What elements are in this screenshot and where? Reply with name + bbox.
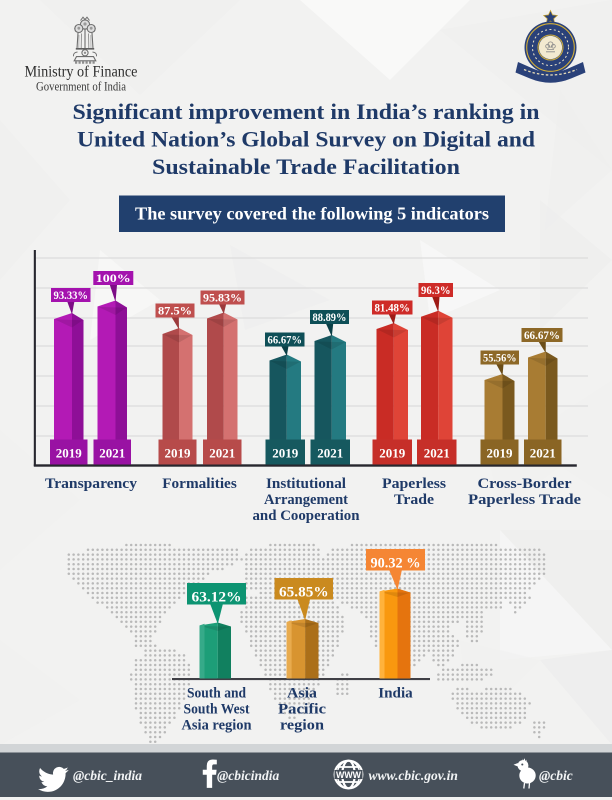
svg-text:2021: 2021	[424, 446, 450, 461]
svg-text:88.89%: 88.89%	[313, 312, 347, 324]
svg-text:2021: 2021	[209, 446, 235, 461]
svg-text:Ministry of Finance: Ministry of Finance	[25, 64, 138, 81]
svg-text:95.83%: 95.83%	[203, 292, 242, 304]
svg-text:65.85%: 65.85%	[279, 584, 329, 600]
svg-text:WWW: WWW	[336, 770, 362, 780]
svg-text:United Nation’s Global Survey: United Nation’s Global Survey on Digital…	[77, 127, 535, 152]
svg-text:90.32 %: 90.32 %	[371, 555, 421, 571]
svg-text:and Cooperation: and Cooperation	[253, 508, 361, 524]
svg-text:Paperless Trade: Paperless Trade	[468, 492, 581, 508]
svg-text:@cbic: @cbic	[539, 768, 573, 783]
svg-text:2019: 2019	[379, 446, 406, 461]
svg-text:Asia region: Asia region	[182, 718, 252, 734]
svg-text:www.cbic.gov.in: www.cbic.gov.in	[369, 768, 458, 783]
svg-text:93.33%: 93.33%	[54, 290, 89, 302]
svg-text:Government of India: Government of India	[36, 80, 126, 94]
svg-text:2019: 2019	[56, 446, 83, 461]
svg-text:Cross-Border: Cross-Border	[478, 476, 572, 492]
svg-text:Trade: Trade	[394, 492, 434, 508]
svg-text:Sustainable Trade Facilitation: Sustainable Trade Facilitation	[152, 154, 460, 179]
svg-text:Paperless: Paperless	[382, 476, 446, 492]
svg-text:100%: 100%	[96, 273, 131, 285]
svg-text:The survey covered the followi: The survey covered the following 5 indic…	[135, 204, 489, 224]
svg-text:South West: South West	[184, 702, 250, 718]
svg-text:87.5%: 87.5%	[158, 305, 192, 317]
svg-text:Formalities: Formalities	[162, 476, 237, 492]
svg-text:Transparency: Transparency	[45, 476, 138, 492]
svg-text:Pacific: Pacific	[278, 702, 327, 718]
svg-text:@cbic_india: @cbic_india	[73, 768, 142, 783]
svg-text:Institutional: Institutional	[266, 476, 346, 492]
svg-text:2021: 2021	[317, 446, 343, 461]
svg-text:66.67%: 66.67%	[268, 334, 303, 346]
svg-text:96.3%: 96.3%	[421, 285, 451, 297]
svg-text:Significant improvement in Ind: Significant improvement in India’s ranki…	[73, 99, 540, 124]
svg-text:2019: 2019	[165, 446, 192, 461]
svg-text:2019: 2019	[272, 446, 299, 461]
svg-text:India: India	[378, 686, 413, 702]
svg-text:Asia: Asia	[287, 686, 318, 702]
svg-text:South and: South and	[187, 686, 246, 702]
svg-text:63.12%: 63.12%	[192, 589, 242, 605]
svg-text:66.67%: 66.67%	[524, 330, 560, 342]
svg-text:2021: 2021	[99, 446, 125, 461]
svg-text:55.56%: 55.56%	[483, 352, 517, 364]
svg-text:2019: 2019	[487, 446, 514, 461]
svg-text:81.48%: 81.48%	[374, 302, 410, 314]
svg-text:Arrangement: Arrangement	[264, 492, 348, 508]
svg-text:region: region	[280, 718, 324, 734]
svg-text:2021: 2021	[530, 446, 556, 461]
svg-text:@cbicindia: @cbicindia	[217, 768, 279, 783]
